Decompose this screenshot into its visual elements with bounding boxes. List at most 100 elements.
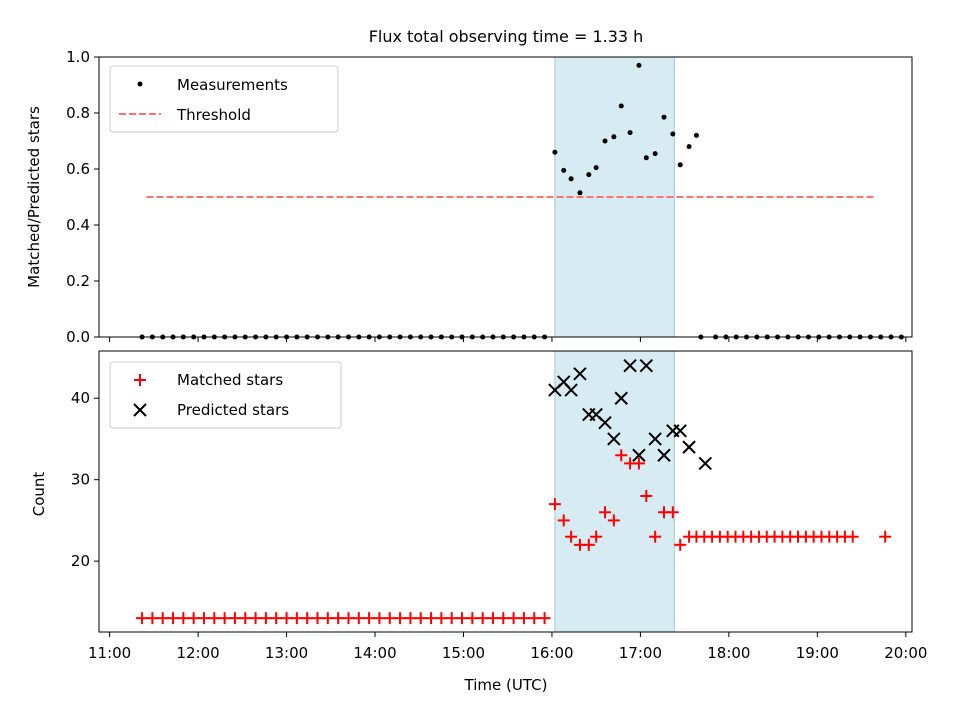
- bottom-xtick-label: 19:00: [796, 644, 839, 662]
- legend-threshold-label: Threshold: [176, 106, 251, 124]
- top-ytick-label: 0.6: [66, 160, 90, 178]
- matched-star-point: [666, 506, 679, 519]
- matched-star-point: [239, 612, 252, 625]
- bottom-legend: Matched stars Predicted stars: [109, 361, 342, 429]
- measurement-point: [618, 103, 624, 109]
- measurement-point: [611, 134, 617, 140]
- top-ytick-label: 0.0: [66, 328, 90, 346]
- bottom-legend-box: [109, 361, 342, 429]
- matched-star-point: [228, 612, 241, 625]
- measurement-point: [636, 62, 642, 68]
- matched-star-point: [197, 612, 210, 625]
- matched-star-point: [846, 530, 859, 543]
- top-legend-box: [109, 65, 339, 133]
- matched-star-point: [557, 514, 570, 527]
- legend-predicted-marker: [133, 403, 147, 417]
- predicted-star-point: [564, 383, 578, 397]
- bottom-panel: 20 30 40 11:00 12:00 13:00 14:00 15:00 16:00 17:…: [30, 350, 927, 694]
- matched-star-point: [187, 612, 200, 625]
- matched-star-point: [497, 612, 510, 625]
- bottom-shaded-interval: [554, 350, 675, 633]
- top-y-axis-label: Matched/Predicted stars: [25, 106, 43, 288]
- predicted-star-point: [639, 358, 654, 373]
- matched-star-point: [414, 612, 427, 625]
- top-ytick-label: 1.0: [66, 48, 90, 66]
- bottom-xtick-label: 16:00: [530, 644, 573, 662]
- matched-star-point: [321, 612, 334, 625]
- matched-star-point: [270, 612, 283, 625]
- x-axis-label: Time (UTC): [464, 676, 548, 694]
- bottom-xtick-label: 11:00: [88, 644, 131, 662]
- matched-star-point: [177, 612, 190, 625]
- top-legend: Measurements Threshold: [109, 65, 339, 133]
- bottom-points-layer: [136, 358, 892, 625]
- measurement-point: [652, 151, 658, 157]
- measurement-point: [568, 176, 574, 182]
- legend-matched-marker: [134, 374, 146, 386]
- predicted-star-point: [648, 432, 662, 446]
- top-panel: 0.0 0.2 0.4 0.6 0.8 1.0 Matched/Predicted sta…: [25, 48, 913, 346]
- matched-star-point: [548, 498, 561, 511]
- matched-star-point: [517, 612, 530, 625]
- measurement-point: [670, 131, 676, 137]
- matched-star-point: [218, 612, 231, 625]
- legend-measurements-label: Measurements: [177, 76, 288, 94]
- matched-star-point: [156, 612, 169, 625]
- measurement-point: [602, 138, 608, 144]
- legend-matched-label: Matched stars: [177, 371, 283, 389]
- matched-star-point: [599, 506, 612, 519]
- matched-star-point: [632, 457, 645, 470]
- predicted-star-point: [698, 456, 712, 471]
- legend-measurements-marker: [137, 81, 143, 87]
- bottom-xtick-label: 20:00: [884, 644, 927, 662]
- matched-star-point: [208, 612, 221, 625]
- matched-star-point: [582, 538, 595, 551]
- measurement-point: [552, 149, 558, 155]
- predicted-star-point: [632, 448, 646, 462]
- legend-predicted-label: Predicted stars: [177, 401, 289, 419]
- bottom-ytick-label: 20: [71, 552, 90, 570]
- matched-star-point: [879, 530, 892, 543]
- bottom-xtick-label: 12:00: [176, 644, 219, 662]
- chart-title: Flux total observing time = 1.33 h: [369, 27, 644, 46]
- matched-star-point: [607, 514, 620, 527]
- bottom-xtick-label: 15:00: [442, 644, 485, 662]
- matched-star-point: [311, 612, 324, 625]
- matched-star-point: [301, 612, 314, 625]
- measurement-point: [677, 162, 683, 168]
- bottom-xtick-label: 18:00: [707, 644, 750, 662]
- matched-star-point: [466, 612, 479, 625]
- matched-star-point: [136, 612, 149, 625]
- predicted-star-point: [607, 432, 621, 446]
- matched-star-point: [352, 612, 365, 625]
- matched-star-point: [476, 612, 489, 625]
- matched-star-point: [394, 612, 407, 625]
- top-ytick-label: 0.8: [66, 104, 90, 122]
- matched-star-point: [640, 489, 653, 502]
- matched-star-point: [538, 612, 551, 625]
- matched-star-point: [435, 612, 448, 625]
- bottom-axes-frame: [98, 350, 913, 633]
- matched-star-point: [249, 612, 262, 625]
- predicted-star-point: [573, 367, 587, 381]
- measurement-point: [661, 114, 667, 120]
- matched-star-point: [507, 612, 520, 625]
- matched-star-point: [425, 612, 438, 625]
- predicted-star-point: [673, 424, 687, 438]
- matched-star-point: [445, 612, 458, 625]
- top-ytick-label: 0.4: [66, 216, 90, 234]
- matched-star-point: [615, 449, 628, 462]
- bottom-y-axis-label: Count: [30, 472, 48, 517]
- predicted-star-point: [623, 358, 637, 373]
- matched-star-point: [528, 612, 541, 625]
- matched-star-point: [280, 612, 293, 625]
- measurement-point: [577, 190, 583, 196]
- top-xticks: [109, 337, 907, 342]
- top-yticks: 0.0 0.2 0.4 0.6 0.8 1.0: [66, 48, 99, 346]
- bottom-xtick-label: 17:00: [619, 644, 662, 662]
- matched-star-point: [290, 612, 303, 625]
- matched-star-point: [167, 612, 180, 625]
- measurement-point: [586, 172, 592, 178]
- matched-star-point: [363, 612, 376, 625]
